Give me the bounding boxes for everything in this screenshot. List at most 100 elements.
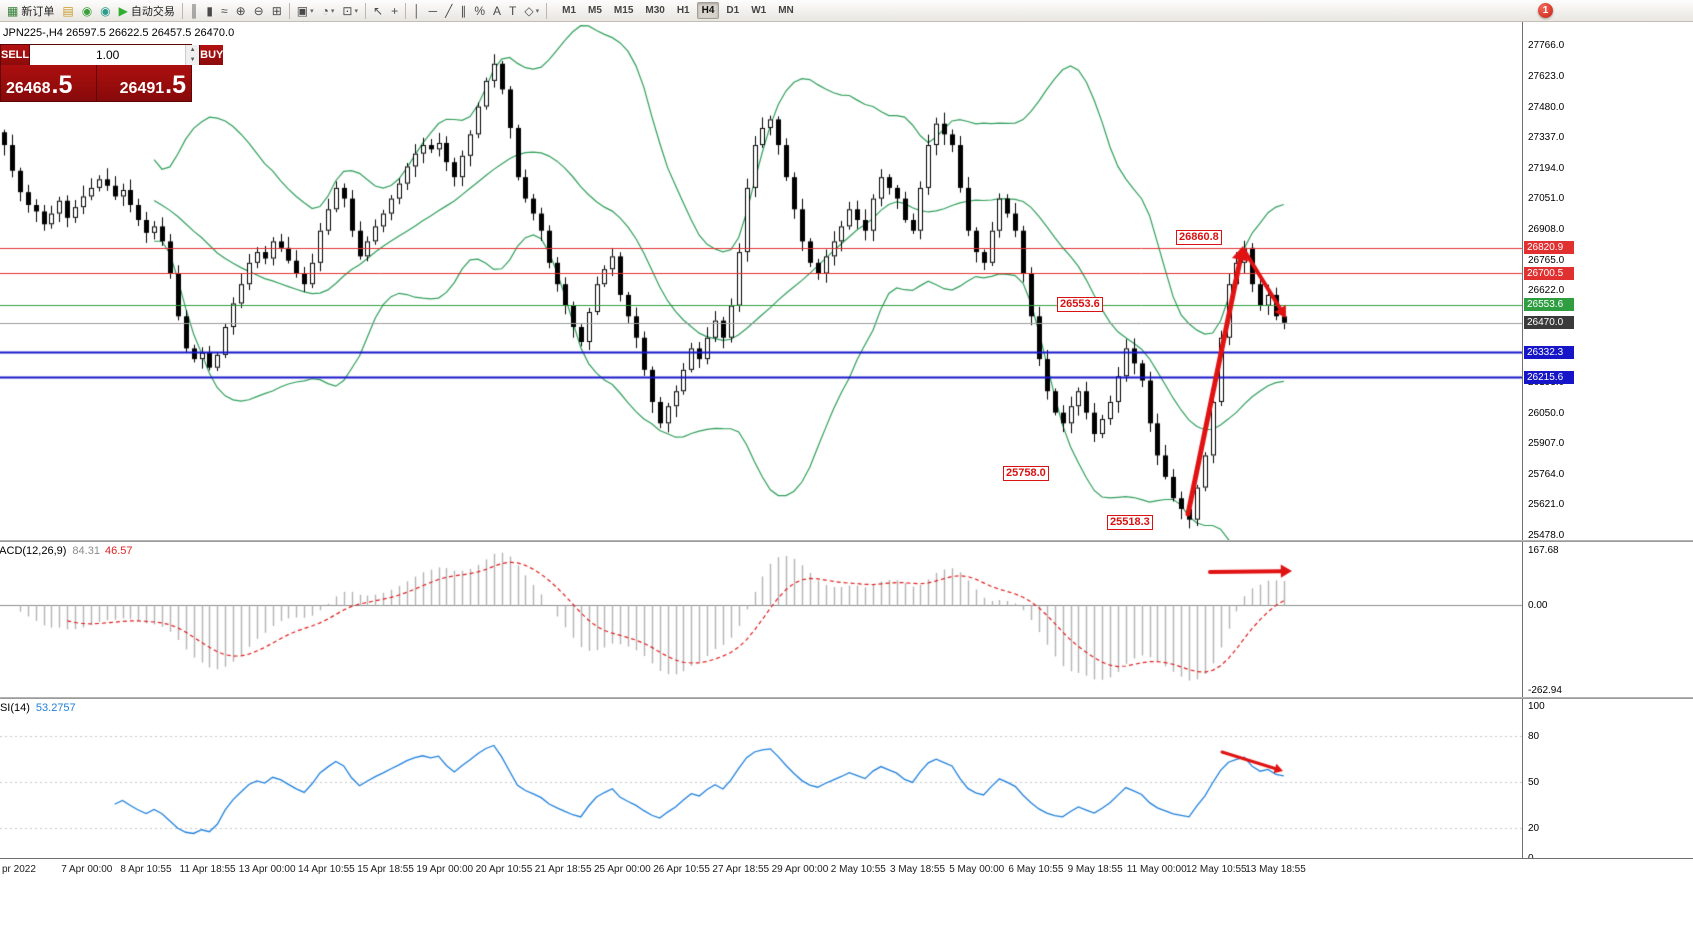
tile-windows-icon: ⊞ (271, 3, 282, 18)
community-button[interactable]: ◉ (96, 1, 114, 21)
volume-up-icon[interactable]: ▲ (186, 45, 200, 55)
sell-price-frac: .5 (51, 71, 73, 100)
time-axis-label: 21 Apr 18:55 (534, 864, 592, 875)
macd-axis-label: 0.00 (1528, 599, 1548, 611)
history-icon: ▤ (62, 3, 74, 18)
pane-splitter[interactable] (0, 697, 1693, 699)
candlestick-chart-button[interactable]: ▮ (202, 1, 217, 21)
rsi-axis-label: 80 (1528, 731, 1540, 743)
time-axis-label: 27 Apr 18:55 (712, 864, 770, 875)
volume-input[interactable] (30, 45, 186, 65)
macd-indicator-label: MACD(12,26,9) 84.31 46.57 (0, 545, 132, 557)
timeframe-mn-button[interactable]: MN (778, 5, 794, 16)
price-axis-label: 25478.0 (1528, 530, 1565, 542)
timeframe-m15-button[interactable]: M15 (613, 5, 634, 16)
chevron-down-icon: ▾ (330, 7, 335, 15)
pane-splitter[interactable] (0, 540, 1693, 542)
indicators-button[interactable]: ▣ ▾ (293, 1, 318, 21)
time-axis[interactable]: pr 2022 7 Apr 00:00 8 Apr 10:55 11 Apr 18:5… (0, 858, 1693, 879)
bar-chart-icon: ║ (189, 3, 199, 18)
autotrading-button[interactable]: ▶ 自动交易 (115, 1, 179, 21)
time-axis-label: 3 May 18:55 (890, 864, 946, 875)
main-chart-canvas[interactable] (0, 22, 1522, 540)
periods-button[interactable]: ◔ ▾ (318, 1, 339, 21)
candlestick-icon: ▮ (206, 3, 214, 18)
time-axis-label: 11 May 00:00 (1126, 864, 1187, 875)
time-axis-label: 15 Apr 18:55 (357, 864, 414, 875)
rsi-indicator-label: RSI(14) 53.2757 (0, 702, 76, 714)
level-price-box: 26820.9 (1524, 241, 1574, 255)
new-order-button[interactable]: ▦ 新订单 (3, 1, 58, 21)
macd-pane-canvas[interactable] (0, 542, 1522, 697)
toolbar: ▦ 新订单 ▤ ◉ ◉ ▶ 自动交易 ║ ▮ ≈ ⊕ ⊖ ⊞ ▣ ▾ ◔ ▾ ⊡ ▾ ↖ + │ ─ ╱ ∥% A T ◇ ▾ M1 M5… (0, 0, 1693, 22)
crosshair-icon: + (391, 3, 399, 18)
timeframe-h1-button[interactable]: H1 (676, 5, 690, 16)
rsi-axis-label: 50 (1528, 777, 1540, 788)
label-icon: T (509, 3, 517, 18)
toolbar-buttons: ▦ 新订单 ▤ ◉ ◉ ▶ 自动交易 ║ ▮ ≈ ⊕ ⊖ ⊞ ▣ ▾ ◔ ▾ ⊡ ▾ ↖ + │ ─ ╱ ∥% A T ◇ ▾ (3, 1, 550, 21)
fibonacci-icon: % (474, 3, 485, 18)
text-icon: A (493, 3, 502, 18)
sell-button[interactable]: SELL (1, 45, 30, 65)
fibonacci-button[interactable]: % (470, 1, 489, 21)
chevron-down-icon: ▾ (354, 7, 358, 15)
toolbar-separator (181, 2, 183, 19)
label-button[interactable]: T (505, 1, 520, 21)
price-axis-label: 25907.0 (1528, 438, 1565, 450)
price-axis-label: 25621.0 (1528, 499, 1565, 511)
buy-button[interactable]: BUY (200, 45, 224, 65)
crosshair-button[interactable]: + (387, 1, 402, 21)
tile-windows-button[interactable]: ⊞ (268, 1, 286, 21)
timeframe-w1-button[interactable]: W1 (751, 5, 767, 16)
timeframe-m1-button[interactable]: M1 (562, 5, 577, 16)
price-callout: 26860.8 (1176, 230, 1222, 245)
templates-button[interactable]: ⊡ ▾ (338, 1, 362, 21)
new-order-icon: ▦ (7, 3, 19, 18)
volume-down-icon[interactable]: ▼ (186, 55, 200, 65)
channel-button[interactable]: ∥ (456, 1, 470, 21)
one-click-trading-panel: SELL ▲ ▼ BUY 26468 .5 26491 .5 (0, 44, 224, 102)
macd-name: MACD(12,26,9) (0, 545, 67, 557)
timeframe-m5-button[interactable]: M5 (588, 5, 602, 16)
horizontal-line-icon: ─ (428, 3, 438, 18)
zoom-in-icon: ⊕ (235, 3, 246, 18)
timeframe-m30-button[interactable]: M30 (645, 5, 665, 16)
time-axis-label: 7 Apr 00:00 (61, 864, 113, 875)
text-button[interactable]: A (489, 1, 505, 21)
notification-badge[interactable]: 1 (1538, 3, 1553, 18)
line-chart-button[interactable]: ≈ (217, 1, 232, 21)
cursor-button[interactable]: ↖ (369, 1, 387, 21)
shapes-button[interactable]: ◇ ▾ (520, 1, 543, 21)
price-axis-label: 27480.0 (1528, 101, 1565, 113)
trendline-button[interactable]: ╱ (441, 1, 456, 21)
history-center-button[interactable]: ▤ (58, 1, 77, 21)
price-axis-label: 27337.0 (1528, 132, 1565, 144)
rsi-pane-canvas[interactable] (0, 699, 1522, 858)
horizontal-line-button[interactable]: ─ (425, 1, 442, 21)
macd-signal-value: 46.57 (104, 545, 133, 557)
indicators-icon: ▣ (296, 3, 309, 18)
autotrading-button-label: 自动交易 (130, 5, 175, 18)
sell-price[interactable]: 26468 .5 (1, 65, 96, 101)
templates-icon: ⊡ (342, 3, 353, 18)
price-axis[interactable]: 27766.0 27623.0 27480.0 27337.0 27194.0 27051… (1522, 22, 1693, 878)
clock-icon: ◔ (321, 3, 329, 18)
metaeditor-button[interactable]: ◉ (78, 1, 96, 21)
time-axis-label: 14 Apr 10:55 (298, 864, 355, 875)
price-callout: 26553.6 (1057, 297, 1103, 312)
timeframe-h4-button[interactable]: H4 (696, 2, 720, 19)
price-callout: 25758.0 (1003, 466, 1049, 481)
vertical-line-icon: │ (413, 3, 421, 18)
time-axis-label: 25 Apr 00:00 (594, 864, 651, 875)
zoom-in-button[interactable]: ⊕ (232, 1, 250, 21)
buy-price[interactable]: 26491 .5 (96, 65, 191, 101)
zoom-out-button[interactable]: ⊖ (250, 1, 268, 21)
rsi-axis-label: 100 (1528, 701, 1545, 712)
timeframe-group: M1 M5 M15 M30 H1 H4 D1 W1 MN (556, 2, 800, 19)
vertical-line-button[interactable]: │ (409, 1, 425, 21)
time-axis-label: 9 May 18:55 (1067, 864, 1123, 875)
bar-chart-button[interactable]: ║ (186, 1, 203, 21)
timeframe-d1-button[interactable]: D1 (726, 5, 740, 16)
trendline-icon: ╱ (445, 3, 453, 18)
